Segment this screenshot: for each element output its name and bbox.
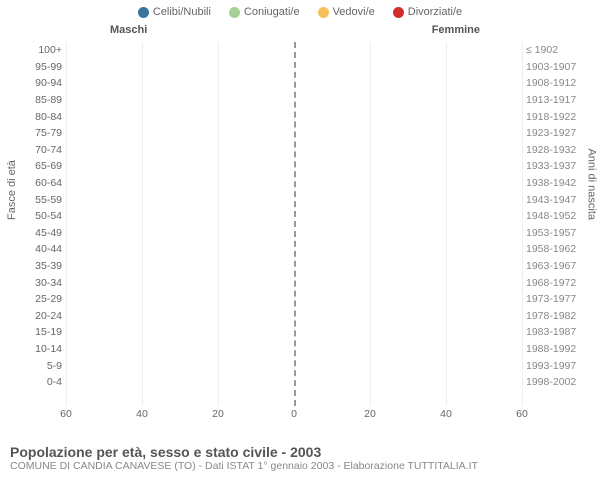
age-row: 10-141988-1992 xyxy=(66,341,522,358)
birth-year-label: 1993-1997 xyxy=(526,360,584,372)
legend-label: Divorziati/e xyxy=(408,6,462,18)
legend-label: Celibi/Nubili xyxy=(153,6,211,18)
legend-item: Vedovi/e xyxy=(318,6,375,18)
birth-year-label: 1958-1962 xyxy=(526,243,584,255)
legend-item: Divorziati/e xyxy=(393,6,462,18)
age-label: 50-54 xyxy=(22,210,62,222)
x-tick-label: 20 xyxy=(364,408,376,420)
age-label: 80-84 xyxy=(22,111,62,123)
age-label: 85-89 xyxy=(22,94,62,106)
age-row: 25-291973-1977 xyxy=(66,291,522,308)
birth-year-label: 1953-1957 xyxy=(526,227,584,239)
birth-year-label: 1963-1967 xyxy=(526,260,584,272)
chart-footer: Popolazione per età, sesso e stato civil… xyxy=(0,440,600,472)
birth-year-label: 1948-1952 xyxy=(526,210,584,222)
age-row: 100+≤ 1902 xyxy=(66,42,522,59)
legend-label: Coniugati/e xyxy=(244,6,300,18)
age-row: 65-691933-1937 xyxy=(66,158,522,175)
age-label: 40-44 xyxy=(22,243,62,255)
x-tick-label: 60 xyxy=(60,408,72,420)
birth-year-label: 1968-1972 xyxy=(526,277,584,289)
age-row: 15-191983-1987 xyxy=(66,324,522,341)
age-row: 40-441958-1962 xyxy=(66,241,522,258)
age-label: 15-19 xyxy=(22,326,62,338)
y-axis-left-title: Fasce di età xyxy=(6,160,18,220)
age-label: 30-34 xyxy=(22,277,62,289)
age-label: 75-79 xyxy=(22,127,62,139)
age-row: 85-891913-1917 xyxy=(66,92,522,109)
chart-subtitle: COMUNE DI CANDIA CANAVESE (TO) - Dati IS… xyxy=(10,460,592,472)
birth-year-label: 1913-1917 xyxy=(526,94,584,106)
birth-year-label: 1998-2002 xyxy=(526,376,584,388)
age-label: 35-39 xyxy=(22,260,62,272)
age-label: 25-29 xyxy=(22,293,62,305)
age-row: 60-641938-1942 xyxy=(66,175,522,192)
age-label: 65-69 xyxy=(22,160,62,172)
age-label: 60-64 xyxy=(22,177,62,189)
x-axis-ticks: 6040200204060 xyxy=(66,408,522,422)
legend: Celibi/Nubili Coniugati/e Vedovi/e Divorzia… xyxy=(0,0,600,20)
age-label: 100+ xyxy=(22,44,62,56)
female-column-label: Femmine xyxy=(432,24,480,36)
age-label: 0-4 xyxy=(22,376,62,388)
legend-swatch xyxy=(229,7,240,18)
birth-year-label: 1923-1927 xyxy=(526,127,584,139)
age-row: 70-741928-1932 xyxy=(66,142,522,159)
legend-label: Vedovi/e xyxy=(333,6,375,18)
age-label: 90-94 xyxy=(22,77,62,89)
age-label: 10-14 xyxy=(22,343,62,355)
age-row: 80-841918-1922 xyxy=(66,108,522,125)
y-axis-right-title: Anni di nascita xyxy=(586,148,598,220)
legend-item: Coniugati/e xyxy=(229,6,300,18)
male-column-label: Maschi xyxy=(110,24,147,36)
x-tick-label: 40 xyxy=(136,408,148,420)
birth-year-label: 1973-1977 xyxy=(526,293,584,305)
birth-year-label: 1938-1942 xyxy=(526,177,584,189)
age-row: 95-991903-1907 xyxy=(66,59,522,76)
age-row: 90-941908-1912 xyxy=(66,75,522,92)
age-row: 75-791923-1927 xyxy=(66,125,522,142)
x-tick-label: 20 xyxy=(212,408,224,420)
age-label: 95-99 xyxy=(22,61,62,73)
age-label: 70-74 xyxy=(22,144,62,156)
chart-rows: 100+≤ 190295-991903-190790-941908-191285… xyxy=(66,42,522,406)
x-tick-label: 0 xyxy=(291,408,297,420)
age-row: 5-91993-1997 xyxy=(66,357,522,374)
x-tick-label: 40 xyxy=(440,408,452,420)
age-label: 20-24 xyxy=(22,310,62,322)
age-row: 20-241978-1982 xyxy=(66,308,522,325)
birth-year-label: 1928-1932 xyxy=(526,144,584,156)
age-label: 5-9 xyxy=(22,360,62,372)
birth-year-label: 1983-1987 xyxy=(526,326,584,338)
age-label: 55-59 xyxy=(22,194,62,206)
age-row: 35-391963-1967 xyxy=(66,258,522,275)
birth-year-label: 1933-1937 xyxy=(526,160,584,172)
birth-year-label: 1918-1922 xyxy=(526,111,584,123)
birth-year-label: 1978-1982 xyxy=(526,310,584,322)
age-label: 45-49 xyxy=(22,227,62,239)
birth-year-label: 1908-1912 xyxy=(526,77,584,89)
age-row: 0-41998-2002 xyxy=(66,374,522,391)
grid-line xyxy=(522,42,523,406)
legend-item: Celibi/Nubili xyxy=(138,6,211,18)
age-row: 50-541948-1952 xyxy=(66,208,522,225)
birth-year-label: 1943-1947 xyxy=(526,194,584,206)
chart-title: Popolazione per età, sesso e stato civil… xyxy=(10,444,592,460)
birth-year-label: 1903-1907 xyxy=(526,61,584,73)
x-tick-label: 60 xyxy=(516,408,528,420)
birth-year-label: 1988-1992 xyxy=(526,343,584,355)
age-row: 30-341968-1972 xyxy=(66,274,522,291)
legend-swatch xyxy=(318,7,329,18)
legend-swatch xyxy=(393,7,404,18)
age-row: 55-591943-1947 xyxy=(66,191,522,208)
population-pyramid-chart: Fasce di età Anni di nascita Maschi Femm… xyxy=(0,20,600,440)
age-row: 45-491953-1957 xyxy=(66,225,522,242)
birth-year-label: ≤ 1902 xyxy=(526,44,584,56)
legend-swatch xyxy=(138,7,149,18)
